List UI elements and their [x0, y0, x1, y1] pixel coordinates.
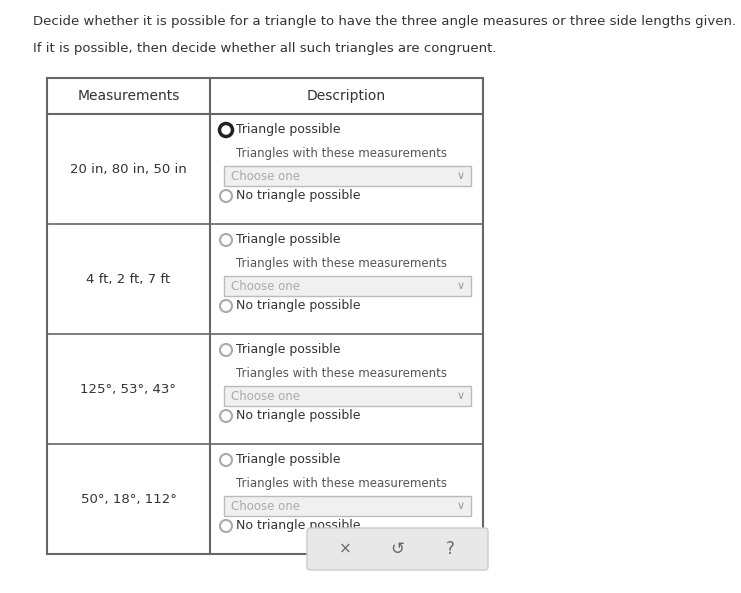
Text: Measurements: Measurements: [77, 89, 179, 103]
Circle shape: [219, 123, 233, 136]
Text: Description: Description: [307, 89, 386, 103]
Text: Triangles with these measurements: Triangles with these measurements: [236, 477, 447, 490]
Text: Triangles with these measurements: Triangles with these measurements: [236, 367, 447, 380]
Text: Choose one: Choose one: [231, 279, 300, 292]
Circle shape: [220, 190, 232, 202]
Circle shape: [220, 344, 232, 356]
Bar: [224, 166, 471, 186]
Circle shape: [220, 234, 232, 246]
Text: Triangles with these measurements: Triangles with these measurements: [236, 147, 447, 160]
Text: No triangle possible: No triangle possible: [236, 190, 361, 202]
Text: 20 in, 80 in, 50 in: 20 in, 80 in, 50 in: [70, 162, 187, 176]
Circle shape: [220, 520, 232, 532]
Text: Triangle possible: Triangle possible: [236, 123, 341, 136]
Bar: [47, 78, 483, 554]
Text: Decide whether it is possible for a triangle to have the three angle measures or: Decide whether it is possible for a tria…: [33, 15, 736, 28]
Bar: [224, 386, 471, 406]
Text: ↺: ↺: [391, 540, 405, 558]
Text: Choose one: Choose one: [231, 499, 300, 512]
Text: No triangle possible: No triangle possible: [236, 299, 361, 313]
Circle shape: [220, 300, 232, 312]
Circle shape: [220, 410, 232, 422]
Text: 125°, 53°, 43°: 125°, 53°, 43°: [81, 382, 176, 396]
Text: ?: ?: [445, 540, 454, 558]
Text: No triangle possible: No triangle possible: [236, 519, 361, 533]
Text: Triangles with these measurements: Triangles with these measurements: [236, 257, 447, 270]
Text: 4 ft, 2 ft, 7 ft: 4 ft, 2 ft, 7 ft: [87, 273, 170, 285]
Text: If it is possible, then decide whether all such triangles are congruent.: If it is possible, then decide whether a…: [33, 42, 496, 55]
Text: Triangle possible: Triangle possible: [236, 454, 341, 467]
FancyBboxPatch shape: [307, 528, 488, 570]
Text: No triangle possible: No triangle possible: [236, 410, 361, 422]
Text: Choose one: Choose one: [231, 390, 300, 403]
Text: Triangle possible: Triangle possible: [236, 343, 341, 356]
Text: Triangle possible: Triangle possible: [236, 234, 341, 247]
Text: ∨: ∨: [457, 281, 465, 291]
Bar: [224, 276, 471, 296]
Text: ×: ×: [339, 541, 351, 556]
Text: ∨: ∨: [457, 391, 465, 401]
Text: Choose one: Choose one: [231, 170, 300, 183]
Bar: [224, 496, 471, 516]
Text: ∨: ∨: [457, 501, 465, 511]
Text: 50°, 18°, 112°: 50°, 18°, 112°: [81, 493, 176, 505]
Text: ∨: ∨: [457, 171, 465, 181]
Circle shape: [220, 454, 232, 466]
